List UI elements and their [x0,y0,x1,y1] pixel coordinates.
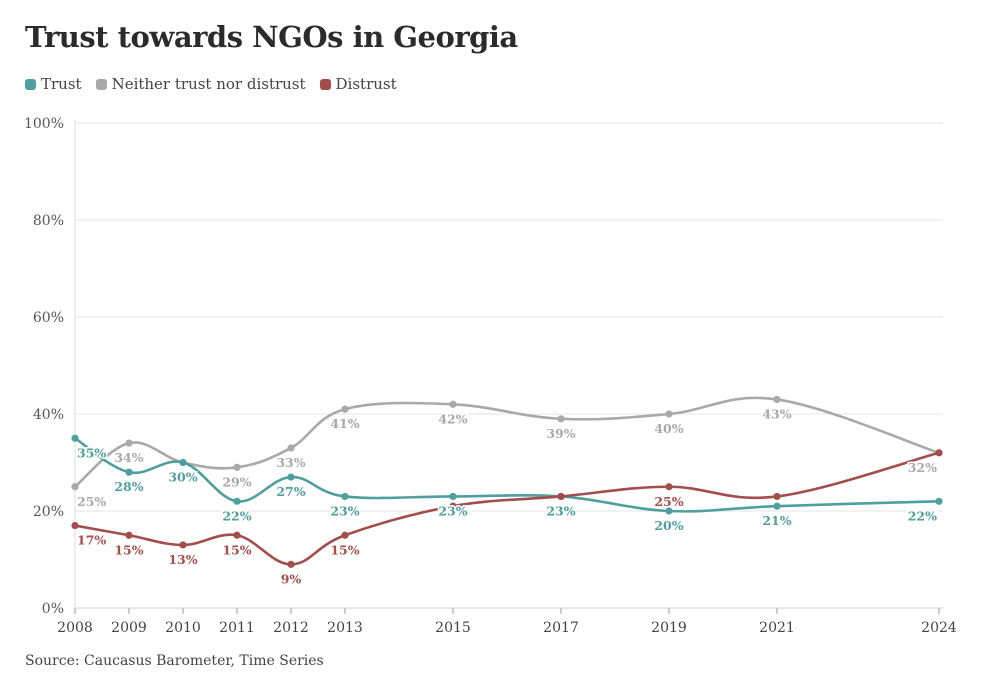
y-tick-label: 0% [42,601,64,617]
chart-title: Trust towards NGOs in Georgia [25,20,518,54]
data-point-trust [287,473,295,481]
data-label: 32% [908,460,937,475]
x-tick-label: 2009 [111,620,147,636]
x-tick-label: 2019 [651,620,687,636]
data-label: 34% [114,450,143,465]
data-point-neither-trust-nor-distrust [341,405,349,413]
x-tick-label: 2012 [273,620,309,636]
legend-label-neither: Neither trust nor distrust [111,75,306,93]
x-tick-label: 2017 [543,620,579,636]
data-point-distrust [341,531,349,539]
data-point-distrust [287,560,295,568]
data-point-trust [125,468,133,476]
data-label: 13% [168,552,197,567]
x-tick-label: 2011 [219,620,255,636]
series-line-distrust [73,451,941,566]
data-point-trust [341,492,349,501]
data-point-trust [665,507,673,515]
data-label: 22% [222,508,251,523]
data-label: 39% [546,426,575,441]
data-label: 29% [222,474,251,489]
data-point-distrust [233,531,241,539]
data-label: 15% [114,542,143,557]
legend-item-trust[interactable]: Trust [25,75,82,93]
data-point-trust [71,434,79,442]
data-point-trust [179,458,187,467]
legend-item-neither[interactable]: Neither trust nor distrust [95,75,306,93]
data-label: 33% [276,455,305,470]
series-line-trust [73,436,941,513]
data-label: 27% [276,484,305,499]
legend-item-distrust[interactable]: Distrust [319,75,397,93]
x-tick-label: 2008 [57,620,93,636]
legend-swatch-neither [95,78,107,90]
y-tick-label: 80% [33,213,64,229]
data-label: 41% [330,416,359,431]
data-label: 23% [546,503,575,518]
x-tick-label: 2013 [327,620,363,636]
data-point-neither-trust-nor-distrust [665,410,673,418]
data-point-trust [449,492,457,501]
data-point-trust [233,497,241,505]
data-point-neither-trust-nor-distrust [449,400,457,408]
data-label: 9% [281,571,302,586]
series-line-neither-trust-nor-distrust [73,396,941,489]
legend: Trust Neither trust nor distrust Distrus… [25,75,397,93]
data-point-trust [773,502,781,510]
x-tick-label: 2021 [759,620,795,636]
data-label: 25% [77,494,106,509]
data-point-distrust [557,492,565,501]
data-label: 28% [114,479,143,494]
data-label: 42% [438,411,467,426]
legend-label-distrust: Distrust [335,75,397,93]
legend-label-trust: Trust [41,75,82,93]
data-point-distrust [125,531,133,539]
data-label: 35% [77,445,106,460]
data-point-distrust [71,521,79,530]
data-label: 23% [438,503,467,518]
y-tick-label: 100% [24,116,64,132]
data-label: 15% [330,542,359,557]
y-tick-label: 40% [33,407,64,423]
data-label: 23% [330,503,359,518]
data-point-neither-trust-nor-distrust [287,444,295,452]
data-label: 40% [654,421,683,436]
legend-swatch-trust [25,78,36,90]
data-label: 17% [77,533,106,548]
data-label: 43% [762,406,791,421]
data-point-distrust [935,449,943,457]
legend-swatch-distrust [319,78,331,90]
data-point-distrust [773,492,781,501]
data-label: 30% [168,470,197,485]
x-tick-label: 2015 [435,620,471,636]
data-point-neither-trust-nor-distrust [233,463,241,471]
y-tick-label: 60% [33,310,64,326]
data-label: 25% [654,494,683,509]
source-note: Source: Caucasus Barometer, Time Series [25,653,324,669]
data-point-neither-trust-nor-distrust [773,395,781,404]
data-point-neither-trust-nor-distrust [557,415,565,423]
data-label: 20% [654,518,683,533]
data-point-distrust [449,502,457,510]
data-label: 21% [762,513,791,528]
data-point-trust [935,497,943,505]
x-tick-label: 2010 [165,620,201,636]
data-point-distrust [665,483,673,491]
data-label: 15% [222,542,251,557]
data-label: 22% [908,508,937,523]
data-point-neither-trust-nor-distrust [125,439,133,447]
y-tick-label: 20% [33,504,64,520]
data-point-distrust [179,541,187,549]
x-tick-label: 2024 [921,620,957,636]
data-point-neither-trust-nor-distrust [71,483,79,491]
